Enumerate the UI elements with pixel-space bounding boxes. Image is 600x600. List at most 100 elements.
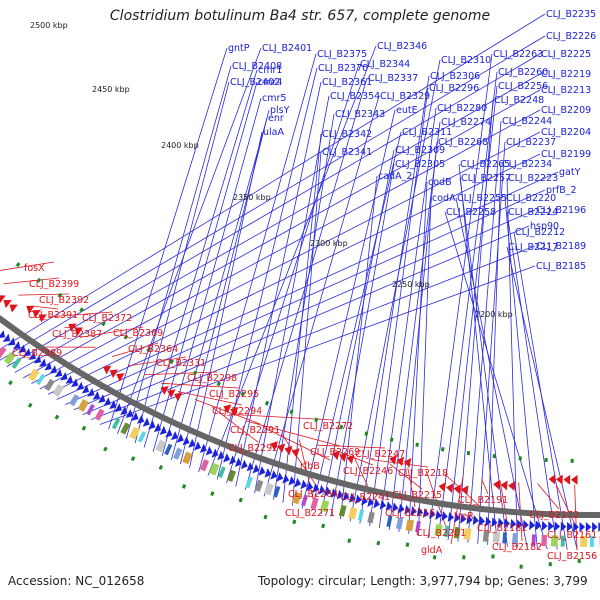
forward-gene-label: CLJ_B2311	[402, 127, 452, 138]
forward-gene-arrow	[306, 481, 314, 492]
forward-gene-arrow	[159, 425, 167, 435]
feature-block	[44, 378, 55, 392]
reverse-leader-line	[177, 391, 243, 406]
forward-leader-line	[143, 69, 258, 448]
feature-block	[182, 451, 193, 465]
forward-gene-arrow	[429, 509, 436, 519]
forward-leader-line	[418, 197, 432, 536]
feature-block	[77, 399, 89, 412]
forward-gene-arrow	[460, 513, 467, 524]
reverse-leader-line	[389, 463, 423, 490]
feature-mark	[130, 456, 136, 462]
feature-mark	[79, 307, 84, 313]
reverse-gene-label: CLJ_B2392	[39, 295, 89, 306]
forward-gene-label: prfB_2	[546, 185, 577, 196]
reverse-leader-line	[537, 483, 560, 510]
reverse-leader-line	[33, 305, 59, 310]
reverse-gene-arrow	[500, 480, 508, 491]
feature-block	[254, 479, 264, 492]
feature-block	[36, 373, 46, 386]
reverse-gene-label: CLJ_B2399	[29, 279, 79, 290]
forward-gene-label: CLJ_B2237	[506, 137, 556, 148]
reverse-gene-arrow	[461, 485, 469, 496]
reverse-gene-arrow	[9, 304, 18, 313]
forward-gene-arrow	[447, 511, 455, 522]
feature-block	[310, 497, 319, 510]
reverse-gene-arrow	[230, 407, 239, 417]
reverse-gene-arrow	[174, 392, 183, 402]
feature-block	[291, 491, 302, 505]
forward-leader-line	[189, 131, 263, 469]
forward-gene-arrow	[300, 479, 308, 490]
forward-gene-arrow	[7, 337, 16, 346]
feature-block	[502, 532, 508, 544]
reverse-leader-line	[79, 326, 144, 338]
reverse-gene-label: CLJ_B2182	[492, 542, 542, 553]
reverse-gene-arrow	[446, 483, 454, 494]
feature-block	[173, 447, 183, 460]
forward-leader-line	[506, 246, 578, 551]
forward-strand-arrows	[0, 330, 600, 532]
forward-gene-arrow	[12, 341, 21, 350]
feature-mark	[263, 514, 268, 520]
reverse-gene-arrow	[563, 474, 571, 485]
reverse-gene-arrow	[396, 456, 405, 467]
forward-gene-label: CLJ_B2375	[317, 49, 367, 60]
forward-gene-arrow	[398, 503, 405, 514]
reverse-gene-label: CLJ_B2218	[398, 468, 448, 479]
reverse-gene-arrow	[339, 452, 348, 463]
feature-block	[405, 519, 415, 532]
forward-gene-label: CLJ_B2196	[536, 205, 586, 216]
reverse-gene-arrow	[403, 457, 412, 468]
feature-block	[3, 352, 16, 365]
forward-gene-label: CLJ_B2402	[230, 77, 280, 88]
forward-gene-label: CLJ_B2258	[446, 207, 496, 218]
feature-mark	[57, 292, 63, 298]
map-title: Clostridium botulinum Ba4 str. 657, comp…	[109, 8, 491, 24]
forward-gene-arrow	[466, 514, 473, 525]
forward-gene-arrow	[125, 409, 134, 418]
gene-labels: CLJ_B2235CLJ_B2226CLJ_B2225CLJ_B2219CLJ_…	[12, 9, 597, 562]
forward-gene-arrow	[87, 388, 95, 397]
feature-mark	[181, 483, 187, 489]
reverse-leader-line	[450, 476, 464, 545]
forward-gene-arrow	[592, 521, 598, 532]
forward-leader-line	[235, 81, 322, 487]
reverse-gene-arrow	[438, 482, 446, 493]
feature-block	[348, 507, 358, 520]
feature-mark	[364, 431, 369, 437]
forward-gene-arrow	[70, 378, 79, 388]
forward-gene-label: gatY	[559, 167, 581, 178]
feature-mark	[192, 370, 198, 376]
forward-gene-arrow	[485, 516, 492, 527]
forward-leader-line	[22, 89, 541, 379]
feature-mark	[389, 437, 394, 442]
forward-gene-label: CLJ_B2256	[498, 81, 548, 92]
reverse-gene-arrow	[109, 369, 118, 379]
reverse-gene-label: rfbB	[300, 461, 320, 472]
genome-stats-text: Topology: circular; Length: 3,977,794 bp…	[258, 574, 588, 588]
feature-block	[129, 426, 141, 440]
feature-mark	[210, 491, 215, 497]
forward-gene-label: codB	[428, 177, 452, 188]
forward-gene-arrow	[103, 397, 111, 407]
reverse-gene-label: CLJ_B2241	[340, 492, 390, 503]
feature-block	[463, 528, 472, 540]
feature-mark	[81, 425, 87, 431]
reverse-gene-label: CLJ_B2295	[209, 389, 259, 400]
feature-block	[94, 408, 105, 421]
forward-leader-line	[73, 209, 536, 411]
feature-mark	[347, 538, 352, 544]
forward-gene-arrow	[54, 368, 63, 378]
kbp-tick-label: 2500 kbp	[30, 21, 68, 30]
forward-gene-arrow	[516, 519, 523, 530]
kbp-tick-label: 2450 kbp	[92, 85, 130, 94]
forward-gene-arrow	[454, 512, 461, 523]
reverse-gene-label: fosX	[24, 263, 45, 274]
forward-gene-arrow	[522, 519, 529, 530]
reverse-gene-label: CLJ_B2391	[28, 310, 78, 321]
forward-gene-arrow	[548, 521, 554, 532]
feature-block	[164, 443, 173, 456]
feature-mark	[101, 321, 106, 327]
forward-leader-line	[226, 63, 360, 484]
